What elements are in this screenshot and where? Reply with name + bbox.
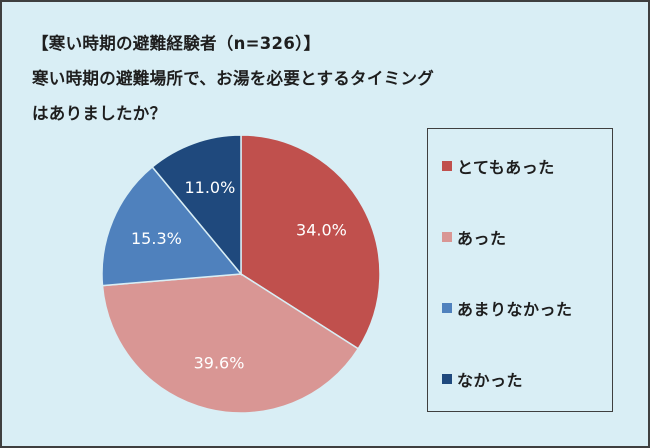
legend-swatch xyxy=(442,303,452,313)
chart-subtitle: 【寒い時期の避難経験者（n=326）】 xyxy=(32,34,321,53)
slice-value-label-0: 34.0% xyxy=(296,220,347,239)
pie-labels: 34.0% 39.6% 15.3% 11.0% xyxy=(131,178,347,372)
slice-value-label-1: 39.6% xyxy=(194,354,245,373)
legend-item-atta: あった xyxy=(442,225,507,249)
legend-label: あった xyxy=(457,229,507,248)
legend-item-nakatta: なかった xyxy=(442,367,523,391)
legend-item-amari-nakatta: あまりなかった xyxy=(442,296,573,320)
legend-label: あまりなかった xyxy=(457,300,573,319)
legend-swatch xyxy=(442,161,452,171)
legend-swatch xyxy=(442,374,452,384)
pie-slice-3 xyxy=(151,134,242,277)
pie-slice-1 xyxy=(101,273,360,414)
chart-title-line-1: 寒い時期の避難場所で、お湯を必要とするタイミング xyxy=(32,69,435,88)
chart-title-line-2: はありましたか？ xyxy=(32,104,167,123)
slice-value-label-3: 11.0% xyxy=(184,178,235,197)
chart-legend: とてもあった あった あまりなかった なかった xyxy=(427,128,613,412)
legend-label: なかった xyxy=(457,371,524,390)
pie-slice-2 xyxy=(101,165,243,287)
slice-value-label-2: 15.3% xyxy=(131,229,182,248)
legend-label: とてもあった xyxy=(457,158,555,177)
legend-swatch xyxy=(442,232,452,242)
pie-slices xyxy=(101,134,381,414)
legend-item-totemo-atta: とてもあった xyxy=(442,154,555,178)
